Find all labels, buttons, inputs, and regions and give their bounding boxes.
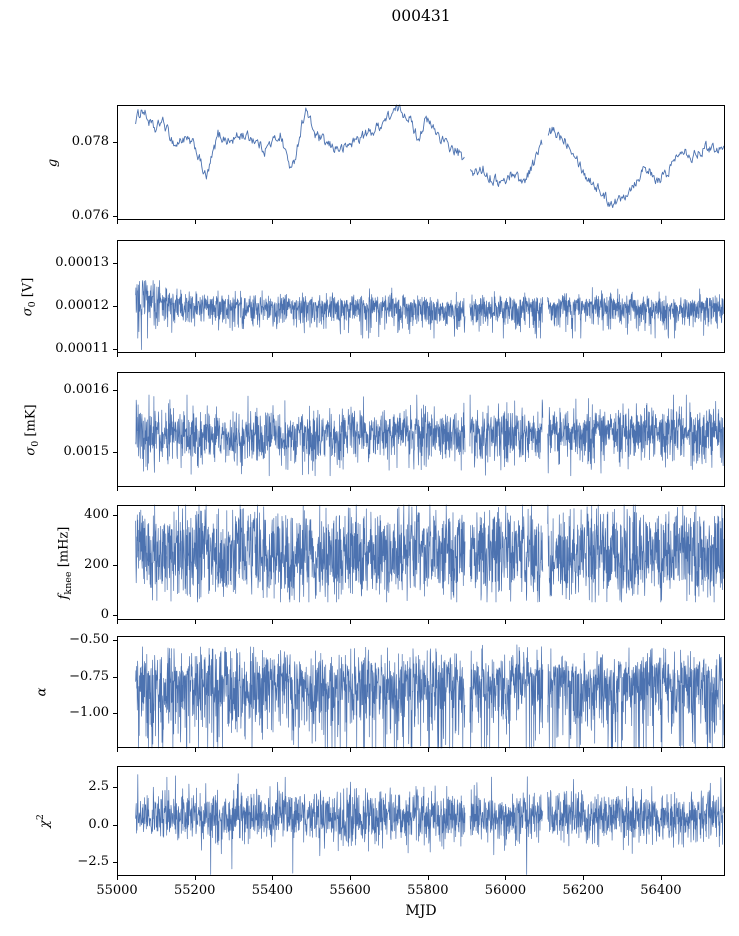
x-tick-label: 55600 [329,883,371,898]
axes-sigma0_V [113,240,725,357]
series-line-sigma0_mK [135,394,724,477]
y-tick-label: 0 [100,607,109,622]
subplot-sigma0-mk: σ0 [mK] 0.0016 0.0015 [23,372,725,491]
subplot-fknee: fknee [mHz] 400 200 0 [56,504,725,624]
axes-fknee [113,504,725,624]
axes-spines [117,105,725,220]
y-tick-label: 2.5 [88,779,109,795]
y-tick-label: −1.00 [69,705,109,721]
axes-spines [117,240,725,353]
series-line-g [135,104,725,209]
x-tick-label: 56400 [640,883,682,898]
x-tick-label: 55800 [407,883,449,898]
x-tick-label: 55400 [251,883,294,898]
axes-spines [117,372,725,487]
y-tick-label: 0.0016 [63,382,110,398]
series-line-alpha [135,644,724,749]
y-tick-label: 0.078 [71,134,109,150]
series-line-fknee [135,504,724,603]
axes-alpha [113,636,725,752]
y-tick-label: 0.076 [71,208,109,224]
series-line-sigma0_V [135,280,724,350]
y-tick-label: 400 [84,507,109,522]
y-axis-label-alpha: α [34,687,50,697]
y-axis-label-sigma0-v: σ0 [V] [20,277,38,316]
axes-sigma0_mK [113,372,725,491]
y-tick-label: 0.00011 [55,340,109,356]
y-tick-label: −0.75 [69,668,109,684]
x-tick-label: 55000 [96,883,138,898]
y-tick-label: 0.0 [88,816,109,832]
x-tick-label: 56000 [484,883,527,898]
figure-title: 000431 [391,7,451,25]
y-tick-label: 0.0015 [63,444,110,460]
series-line-chi2 [135,773,724,875]
axes-g [113,104,725,224]
axes-chi2 [113,766,725,880]
axes-spines [117,636,725,748]
x-tick-label: 55200 [174,883,216,898]
y-tick-label: 0.00012 [55,298,109,314]
y-tick-label: 200 [84,557,109,572]
subplot-sigma0-v: σ0 [V] 0.00013 0.00012 0.00011 [20,240,725,357]
y-tick-label: 0.00013 [55,255,109,271]
x-tick-label: 56200 [562,883,604,898]
axes-spines [117,766,725,876]
y-tick-label: −0.50 [69,632,109,648]
y-tick-label: −2.5 [77,854,109,870]
y-axis-label-chi2: χ2 [35,814,53,828]
x-axis-label: MJD [405,903,437,919]
y-axis-label-g: g [45,158,61,167]
subplot-chi2: χ2 2.5 0.0 −2.5 55000 55200 55400 55600 55800 56… [35,766,725,898]
subplot-g: g 0.078 0.076 [45,104,725,224]
y-axis-label-sigma0-mk: σ0 [mK] [23,403,41,456]
axes-spines [117,505,725,620]
y-axis-label-fknee: fknee [mHz] [56,526,74,599]
subplot-alpha: α −0.50 −0.75 −1.00 [34,632,725,752]
